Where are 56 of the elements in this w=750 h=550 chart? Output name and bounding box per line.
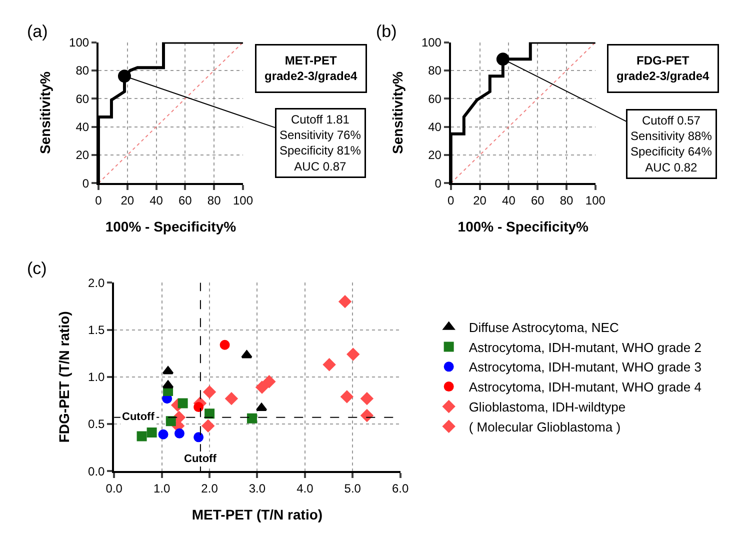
x-tick-label: 2.0 xyxy=(201,481,218,496)
x-tick-label: 80 xyxy=(560,194,574,208)
y-tick-label: 60 xyxy=(428,92,442,106)
annotation: Cutoff 1.81 Sensitivity 76% Specificity 81% AUC 0.87 xyxy=(280,112,362,174)
text: MET-PET grade2-3/grade4 xyxy=(264,54,358,84)
y-tick-label: 0 xyxy=(82,176,90,190)
x-tick-label: 60 xyxy=(178,194,192,208)
ref-line-label: Cutoff xyxy=(122,411,155,423)
y-axis-title: Sensitivity% xyxy=(37,70,54,154)
x-axis-title: MET-PET (T/N ratio) xyxy=(192,506,323,522)
x-tick-label: 1.0 xyxy=(153,481,170,496)
legend-label: Glioblastoma, IDH-wildtype xyxy=(468,400,626,415)
y-tick-label: 40 xyxy=(76,120,90,134)
x-tick-label: 3.0 xyxy=(248,481,266,496)
y-tick-label: 80 xyxy=(76,64,90,78)
text: (b) xyxy=(376,22,397,41)
y-tick-label: 0.5 xyxy=(88,417,106,432)
x-tick-label: 60 xyxy=(530,194,545,208)
x-tick-label: 40 xyxy=(502,194,516,208)
y-tick-label: 0 xyxy=(434,176,442,190)
legend-label: Diffuse Astrocytoma, NEC xyxy=(468,320,619,335)
x-axis-title: 100% - Specificity% xyxy=(458,218,590,234)
x-tick-label: 0 xyxy=(448,194,455,208)
x-axis-title: 100% - Specificity% xyxy=(105,218,237,234)
x-tick-label: 40 xyxy=(150,194,164,208)
legend-label: Astrocytoma, IDH-mutant, WHO grade 3 xyxy=(468,360,702,375)
y-tick-label: 100 xyxy=(69,35,90,50)
x-tick-label: 100 xyxy=(585,194,606,208)
y-tick-label: 80 xyxy=(428,64,442,78)
text: (a) xyxy=(27,22,48,41)
text: (c) xyxy=(27,259,47,278)
y-tick-label: 40 xyxy=(428,120,442,134)
annotation: Cutoff 0.57 Sensitivity 88% Specificity 64% AUC 0.82 xyxy=(630,114,712,174)
ref-line-label: Cutoff xyxy=(184,453,217,465)
x-tick-label: 100 xyxy=(232,194,254,208)
x-tick-label: 80 xyxy=(207,194,222,208)
x-tick-label: 4.0 xyxy=(296,481,314,496)
y-tick-label: 2.0 xyxy=(88,276,106,290)
text: FDG-PET grade2-3/grade4 xyxy=(616,54,710,84)
x-tick-label: 5.0 xyxy=(344,481,362,496)
x-tick-label: 6.0 xyxy=(392,481,410,496)
y-tick-label: 100 xyxy=(421,35,442,50)
x-tick-label: 20 xyxy=(120,194,134,208)
legend-label: Astrocytoma, IDH-mutant, WHO grade 4 xyxy=(468,380,702,395)
y-tick-label: 20 xyxy=(76,148,90,162)
x-tick-label: 0.0 xyxy=(106,481,123,496)
y-tick-label: 1.5 xyxy=(88,323,106,338)
y-tick-label: 60 xyxy=(76,92,90,106)
legend-label: Astrocytoma, IDH-mutant, WHO grade 2 xyxy=(468,340,702,355)
y-axis-title: Sensitivity% xyxy=(390,70,406,154)
y-tick-label: 1.0 xyxy=(88,370,106,384)
y-axis-title: FDG-PET (T/N ratio) xyxy=(56,311,72,443)
x-tick-label: 20 xyxy=(473,194,487,208)
legend-label: ( Molecular Glioblastoma ) xyxy=(468,419,621,434)
y-tick-label: 20 xyxy=(428,148,442,162)
y-tick-label: 0.0 xyxy=(88,464,106,478)
